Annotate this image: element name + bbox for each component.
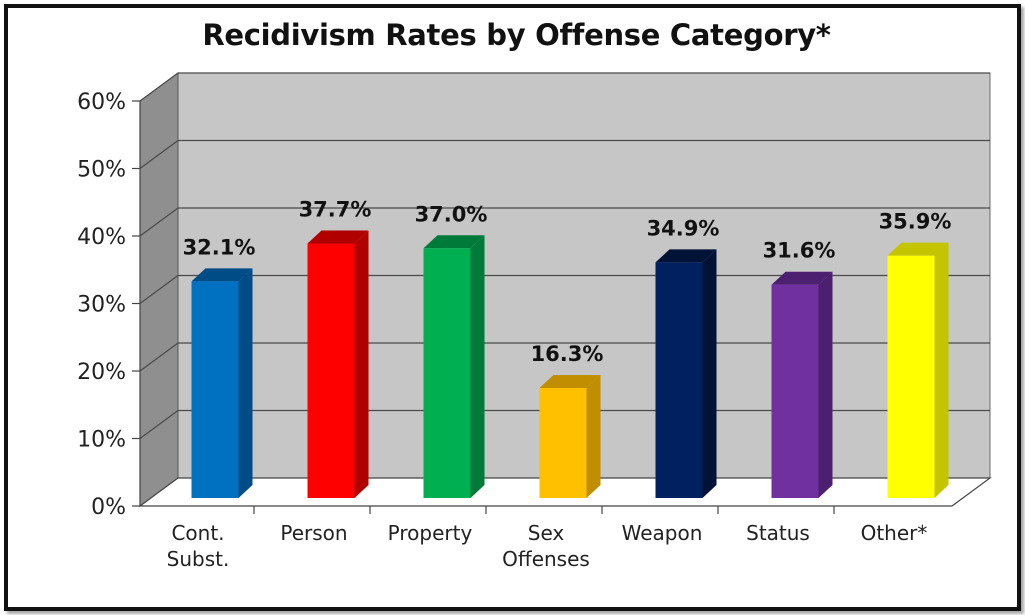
bar (191, 268, 253, 498)
x-tick-label: Sex Offenses (502, 521, 590, 571)
bar (771, 271, 833, 498)
data-labels: 32.1% 37.7% 37.0% 16.3% 34.9% 31.6% 35.9% (183, 198, 952, 366)
bar-side (238, 268, 253, 498)
y-tick-label: 0% (91, 495, 126, 520)
bar-top (191, 268, 253, 282)
x-tick-label-line: Offenses (502, 547, 590, 571)
bar-side (934, 242, 949, 498)
bar-front (539, 387, 587, 498)
gridline-side (139, 410, 179, 439)
x-tick-label: Other* (861, 521, 928, 545)
data-label: 16.3% (531, 342, 604, 366)
bar (655, 249, 717, 498)
x-tick-label: Weapon (622, 521, 703, 545)
bars (191, 230, 949, 498)
x-tick-label-line: Sex (528, 521, 565, 545)
x-tick-label: Cont. Subst. (167, 521, 230, 571)
data-label: 34.9% (647, 216, 720, 240)
y-tick-label: 50% (77, 158, 126, 183)
bar-side (354, 230, 369, 498)
y-tick-label: 30% (77, 293, 126, 318)
chart-title: Recidivism Rates by Offense Category* (202, 18, 831, 52)
bar-front (307, 243, 355, 498)
bar-front (887, 255, 935, 498)
data-label: 31.6% (763, 239, 836, 263)
bar-top (887, 242, 949, 256)
x-tick-label-line: Cont. (171, 521, 224, 545)
bar-side (586, 374, 601, 498)
bar (539, 374, 601, 498)
y-tick-label: 40% (77, 225, 126, 250)
x-tick-label: Property (388, 521, 473, 545)
bar (307, 230, 369, 498)
x-tick-label-line: Status (746, 521, 810, 545)
x-tick-label-line: Other* (861, 521, 928, 545)
data-label: 32.1% (183, 235, 256, 259)
bar-top (307, 230, 369, 244)
bar-top (655, 249, 717, 263)
y-tick-label: 10% (77, 428, 126, 453)
x-tick-label: Status (746, 521, 810, 545)
data-label: 37.7% (299, 198, 372, 222)
bar-top (539, 374, 601, 388)
bar-front (655, 262, 703, 498)
data-label: 35.9% (879, 210, 952, 234)
bar-front (771, 284, 819, 498)
y-axis: 0% 10% 20% 30% 40% 50% 60% (77, 90, 141, 520)
gridline-side (139, 342, 179, 372)
data-label: 37.0% (415, 202, 488, 226)
bar-top (423, 235, 485, 249)
bar-side (470, 235, 485, 498)
y-tick-label: 60% (77, 90, 126, 115)
bar-top (771, 271, 833, 285)
bar-side (702, 249, 717, 498)
gridline-side (139, 275, 179, 304)
y-tick-label: 20% (77, 360, 126, 385)
gridline-side (139, 207, 179, 237)
x-tick-label: Person (280, 521, 347, 545)
x-tick-label-line: Subst. (167, 547, 230, 571)
bar-side (818, 271, 833, 498)
x-tick-label-line: Person (280, 521, 347, 545)
x-axis: Cont. Subst. Person Property Sex Offenses Weap… (167, 506, 928, 571)
bar (423, 235, 485, 498)
bar (887, 242, 949, 498)
x-tick-label-line: Property (388, 521, 473, 545)
bar-front (423, 248, 471, 498)
x-tick-label-line: Weapon (622, 521, 703, 545)
gridline-side (139, 140, 179, 169)
gridline-side (139, 72, 179, 102)
bar-front (191, 281, 239, 498)
